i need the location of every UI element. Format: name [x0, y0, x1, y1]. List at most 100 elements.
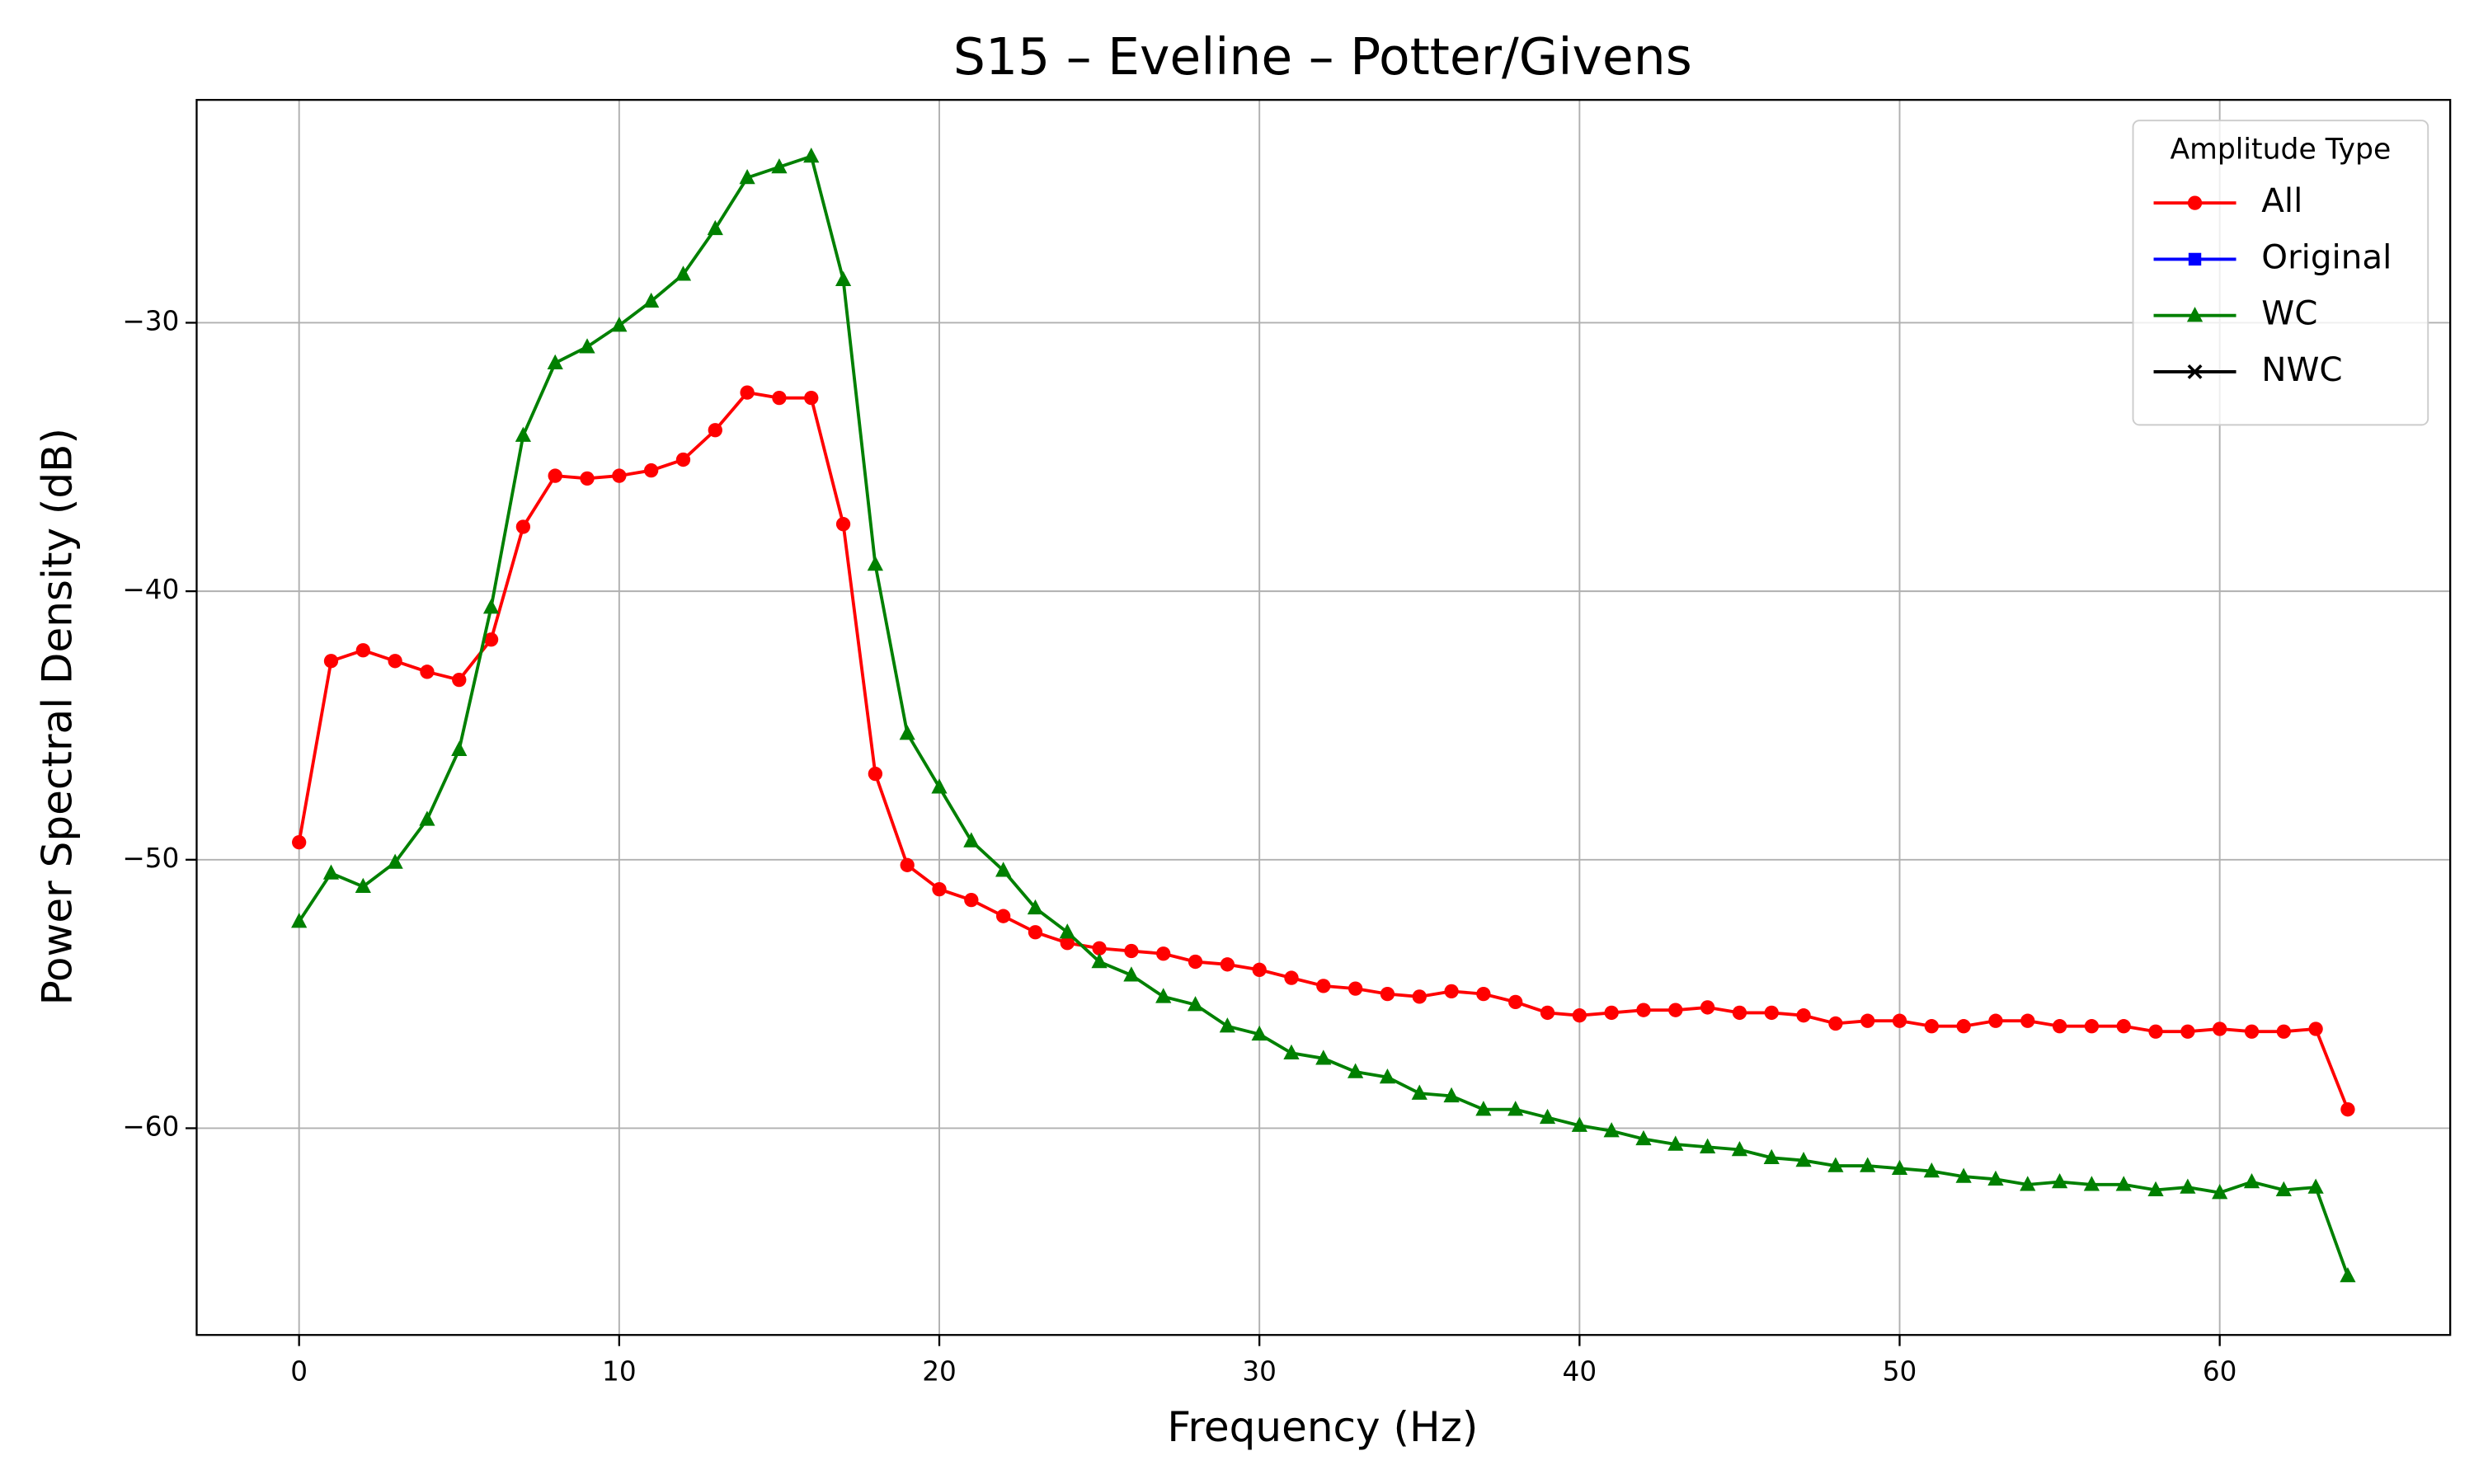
data-point [612, 468, 627, 483]
data-point [899, 725, 915, 740]
data-point [355, 643, 370, 658]
data-point [420, 665, 435, 679]
data-point [1668, 1003, 1683, 1017]
data-point [451, 740, 468, 756]
data-point [1348, 1063, 1364, 1078]
data-point [1860, 1157, 1876, 1172]
data-point [1060, 936, 1075, 951]
data-point [1156, 946, 1171, 961]
data-point [291, 913, 308, 928]
data-point [1988, 1013, 2003, 1028]
data-point [932, 881, 947, 897]
data-point [675, 265, 692, 281]
y-tick-label: −30 [122, 305, 179, 336]
legend-box [2132, 120, 2429, 426]
data-point [2020, 1176, 2036, 1191]
data-point [1667, 1135, 1684, 1151]
data-point [548, 468, 562, 483]
data-point [1699, 1138, 1716, 1153]
data-point [2212, 1184, 2228, 1200]
data-point [995, 909, 1011, 923]
legend-marker [2187, 195, 2203, 210]
data-point [2084, 1019, 2100, 1034]
data-point [611, 317, 628, 332]
x-tick-label: 50 [1883, 1355, 1917, 1387]
data-point [1604, 1005, 1619, 1021]
data-point [2020, 1013, 2035, 1028]
data-point [2051, 1173, 2068, 1189]
data-point [1475, 1101, 1492, 1116]
data-point [708, 423, 722, 438]
data-point [2147, 1181, 2164, 1197]
legend-label: WC [2261, 294, 2317, 333]
data-point [1220, 957, 1235, 972]
data-point [2083, 1176, 2100, 1191]
legend-label: All [2261, 181, 2302, 220]
data-point [740, 385, 755, 400]
data-point [835, 270, 852, 287]
data-point [2244, 1024, 2260, 1039]
y-tick-label: −40 [122, 574, 179, 605]
data-point [419, 810, 435, 826]
data-point [323, 654, 339, 669]
data-point [1219, 1017, 1235, 1033]
data-point [1636, 1003, 1651, 1017]
data-point [1348, 981, 1363, 996]
data-point [2115, 1176, 2132, 1191]
data-point [931, 778, 948, 794]
data-point [1091, 952, 1108, 969]
data-point [1731, 1140, 1748, 1157]
data-point [772, 390, 787, 406]
data-point [1380, 986, 1395, 1002]
data-point [292, 834, 307, 850]
data-point [1732, 1005, 1747, 1021]
data-point [579, 338, 595, 354]
data-point [1539, 1108, 1556, 1125]
data-point [1379, 1068, 1396, 1084]
data-point [1507, 1101, 1524, 1116]
data-point [547, 354, 563, 370]
data-point [1124, 943, 1139, 959]
data-point [1187, 996, 1204, 1012]
data-point [1284, 970, 1299, 985]
data-point [1443, 1087, 1460, 1103]
data-point [355, 877, 371, 894]
data-point [388, 654, 402, 669]
data-point [1540, 1005, 1555, 1021]
data-point [1444, 984, 1459, 999]
data-point [995, 862, 1012, 877]
data-point [1316, 979, 1331, 993]
data-point [2340, 1267, 2356, 1283]
data-point [643, 292, 660, 308]
x-tick-label: 60 [2203, 1355, 2237, 1387]
data-point [1188, 954, 1203, 970]
data-point [1059, 923, 1075, 939]
data-point [2052, 1019, 2067, 1034]
data-point [964, 892, 979, 908]
data-point [2180, 1024, 2195, 1039]
y-axis-label: Power Spectral Density (dB) [34, 428, 82, 1005]
data-point [2243, 1173, 2260, 1189]
data-point [1891, 1159, 1908, 1176]
data-point [644, 463, 659, 478]
data-point [803, 147, 820, 163]
x-tick-label: 0 [290, 1355, 308, 1387]
x-tick-label: 20 [922, 1355, 957, 1387]
data-point [1955, 1167, 1972, 1183]
x-tick-label: 30 [1242, 1355, 1277, 1387]
data-point [771, 157, 788, 174]
data-point [675, 452, 691, 467]
data-point [1860, 1013, 1875, 1028]
legend-marker [2186, 307, 2204, 322]
data-point [2180, 1178, 2196, 1194]
data-point [1476, 986, 1491, 1002]
data-point [1763, 1148, 1780, 1164]
legend-title: Amplitude Type [2170, 134, 2391, 167]
data-point [739, 169, 755, 185]
data-point [2275, 1181, 2292, 1197]
data-point [1892, 1013, 1907, 1028]
data-point [868, 766, 883, 782]
data-point [1251, 1025, 1268, 1041]
